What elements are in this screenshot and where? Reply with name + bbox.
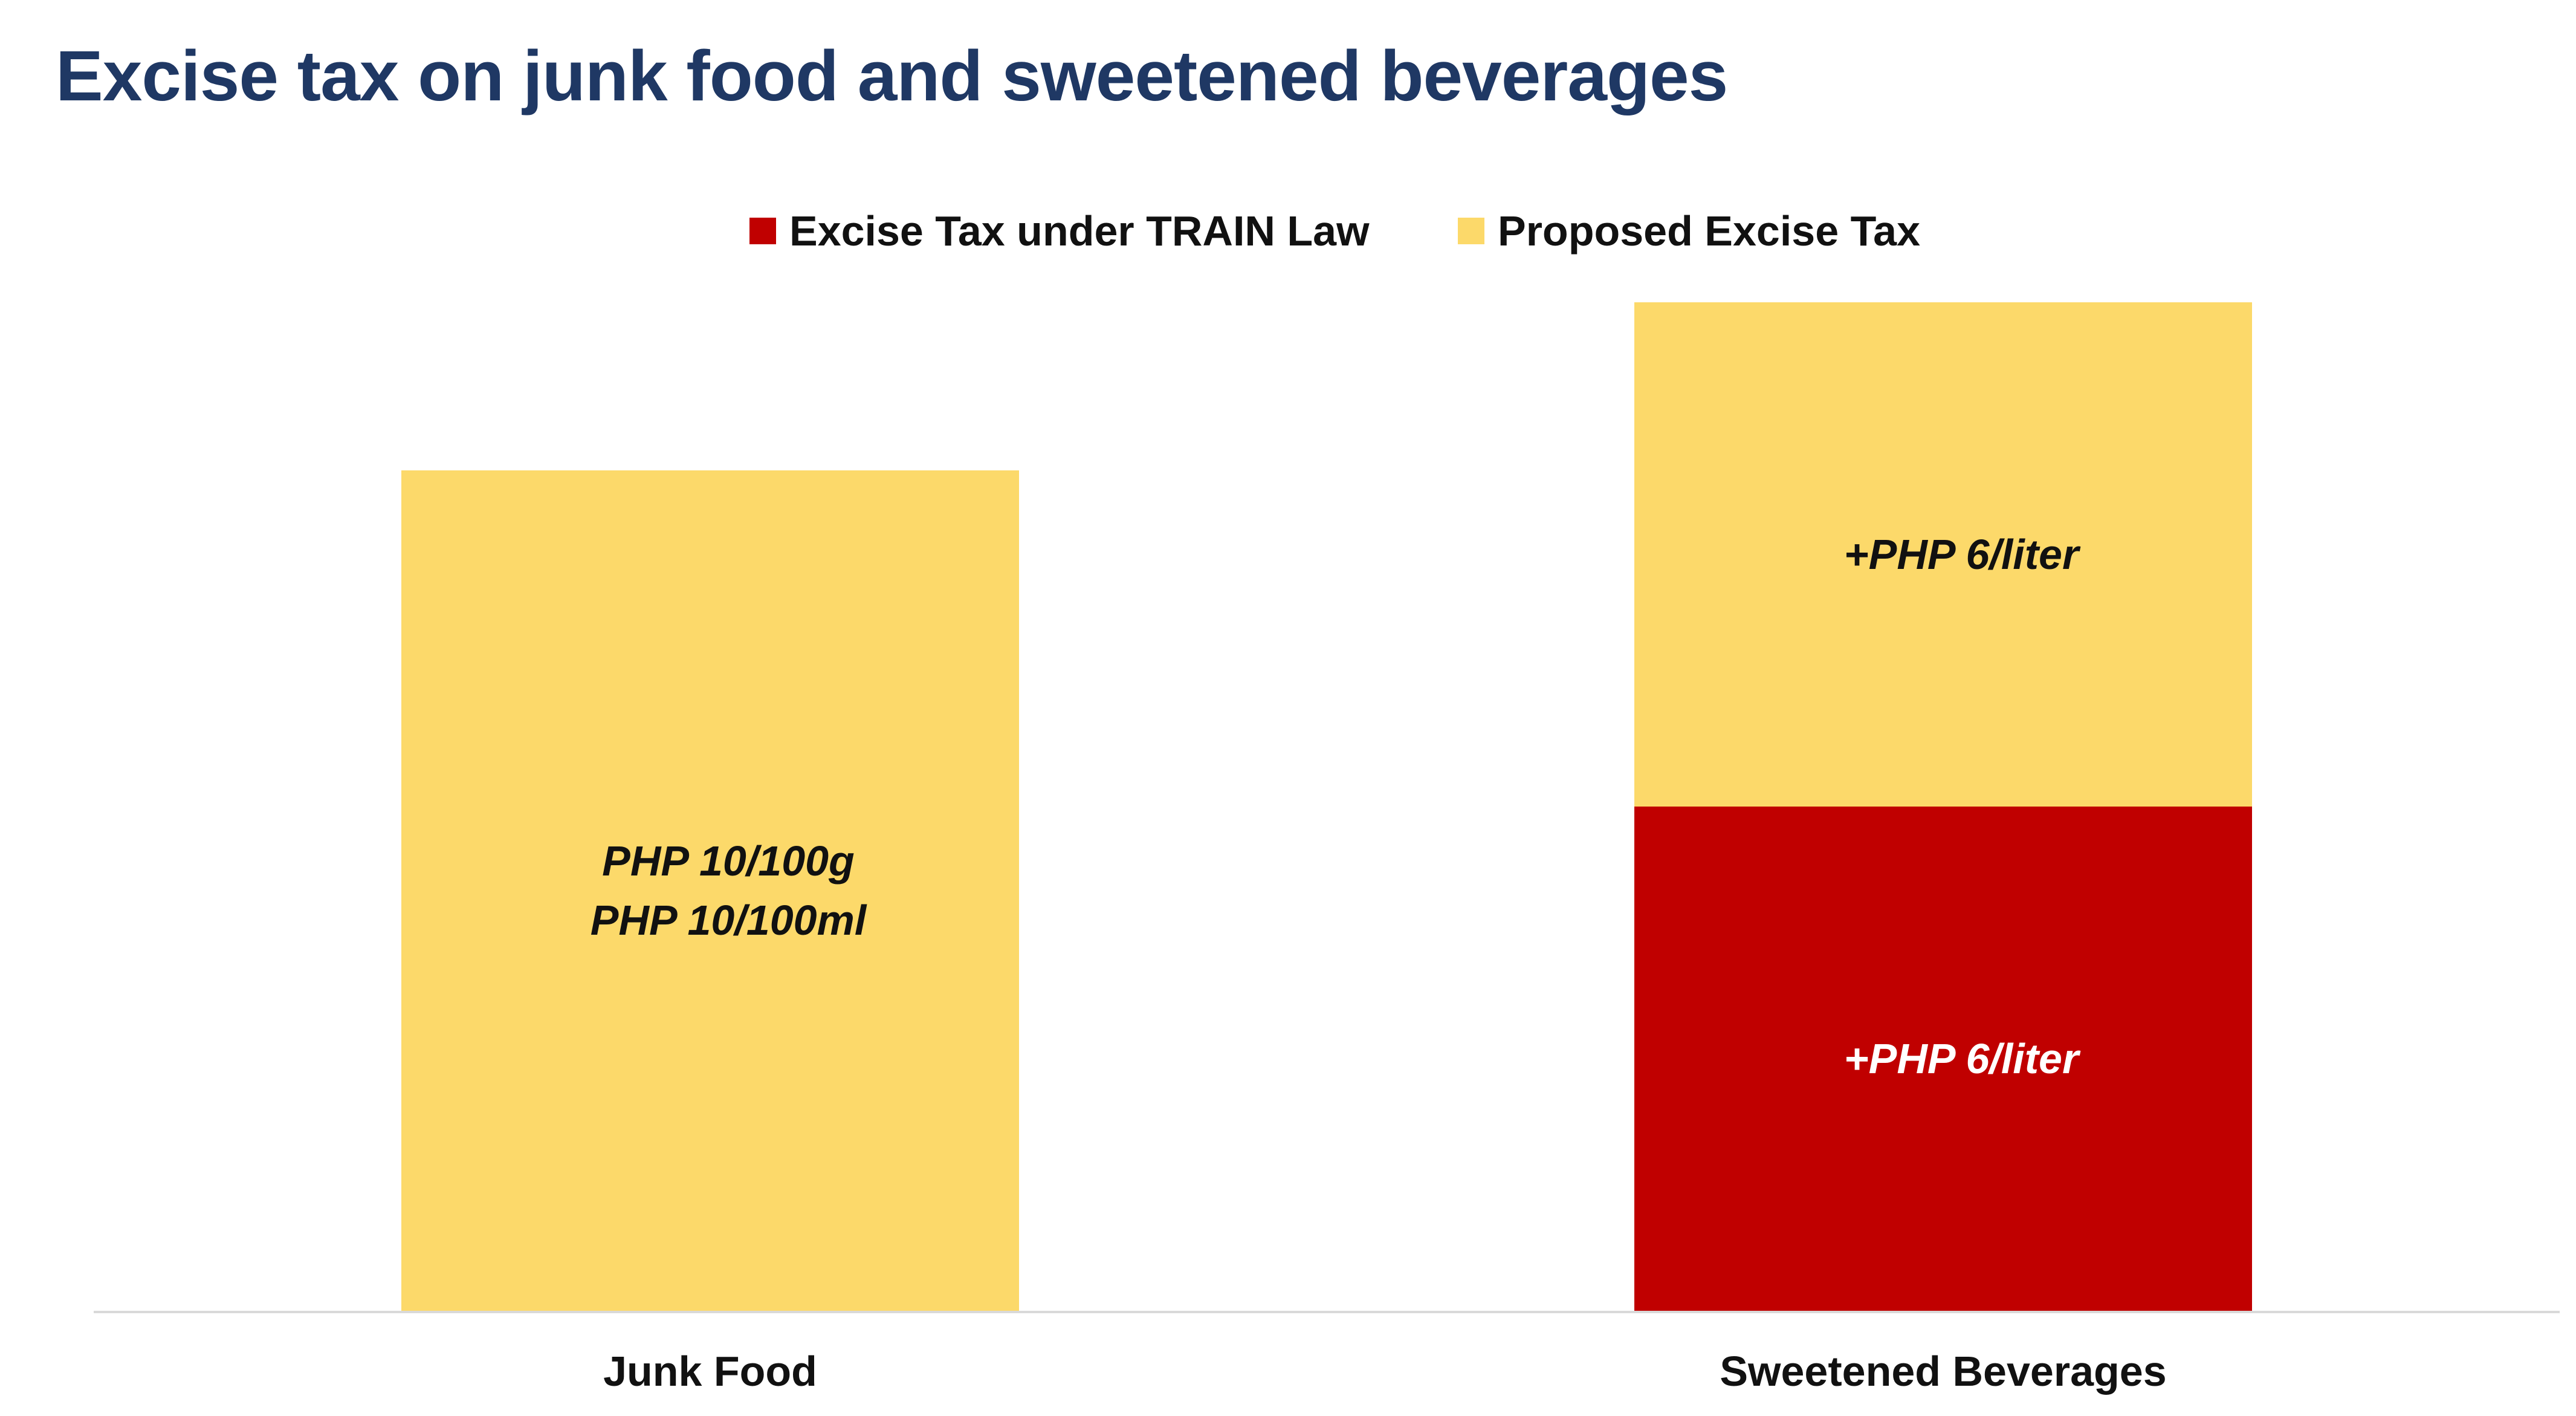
chart-title: Excise tax on junk food and sweetened be… [56,36,1728,116]
bar-2-series-2 [1634,302,2252,807]
x-tick-label-1: Junk Food [603,1348,817,1395]
legend-label-1: Excise Tax under TRAIN Law [789,207,1370,255]
legend-swatch-1 [749,218,776,244]
x-axis-tick-labels: Junk Food Sweetened Beverages [603,1348,2167,1395]
chart-legend: Excise Tax under TRAIN Law Proposed Excis… [749,207,1920,255]
data-label-2-series-2: +PHP 6/liter [1844,531,2081,578]
bar-1-series-2 [401,470,1019,1311]
chart-bars: PHP 10/100g PHP 10/100ml +PHP 6/liter +PHP … [401,302,2252,1311]
x-tick-label-2: Sweetened Beverages [1720,1348,2166,1395]
legend-label-2: Proposed Excise Tax [1498,207,1920,255]
bar-2-series-1 [1634,807,2252,1311]
data-label-1-series-2: PHP 10/100g PHP 10/100ml [591,837,867,944]
data-label-2-series-1: +PHP 6/liter [1844,1035,2081,1082]
legend-swatch-2 [1458,218,1484,244]
